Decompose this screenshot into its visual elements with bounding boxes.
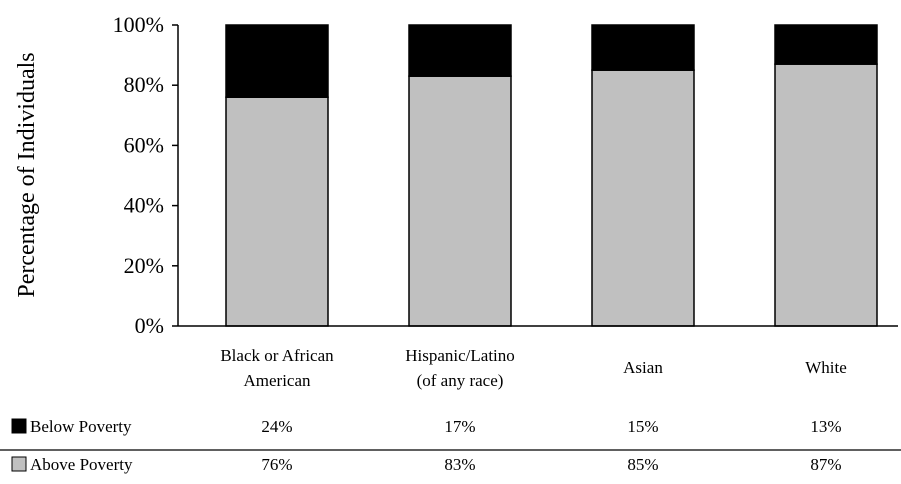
category-label: (of any race) xyxy=(417,371,504,390)
bar-segment-below-poverty xyxy=(225,24,329,98)
bars xyxy=(225,24,878,327)
table-value: 87% xyxy=(810,455,841,474)
category-label: American xyxy=(243,371,311,390)
category-labels: Black or African American Hispanic/Latino (… xyxy=(220,346,846,390)
legend-swatch xyxy=(11,418,27,434)
category-label: Black or African xyxy=(220,346,334,365)
legend-swatch xyxy=(11,456,27,472)
y-tick-label: 60% xyxy=(124,132,164,157)
table-value: 83% xyxy=(444,455,475,474)
y-tick-label: 80% xyxy=(124,72,164,97)
table-value: 15% xyxy=(627,417,658,436)
y-tick-label: 0% xyxy=(135,313,164,338)
y-axis-title: Percentage of Individuals xyxy=(14,52,40,297)
bar-segment-below-poverty xyxy=(408,24,512,77)
bar-segment-above-poverty xyxy=(225,96,329,327)
y-tick-label: 40% xyxy=(124,193,164,218)
legend-label: Above Poverty xyxy=(30,455,133,474)
legend-label: Below Poverty xyxy=(30,417,132,436)
table-value: 85% xyxy=(627,455,658,474)
bar-segment-below-poverty xyxy=(591,24,695,71)
bar-segment-above-poverty xyxy=(408,75,512,327)
y-tick-label: 20% xyxy=(124,253,164,278)
data-table: Below Poverty 24% 17% 15% 13% Above Poverty 76… xyxy=(0,417,901,474)
category-label: White xyxy=(805,358,847,377)
y-tick-label: 100% xyxy=(113,12,164,37)
bar-segment-above-poverty xyxy=(774,63,878,327)
table-value: 13% xyxy=(810,417,841,436)
y-axis-ticks: 0% 20% 40% 60% 80% 100% xyxy=(113,12,178,338)
category-label: Asian xyxy=(623,358,663,377)
bar-segment-below-poverty xyxy=(774,24,878,65)
table-value: 76% xyxy=(261,455,292,474)
category-label: Hispanic/Latino xyxy=(405,346,515,365)
table-value: 17% xyxy=(444,417,475,436)
table-value: 24% xyxy=(261,417,292,436)
bar-segment-above-poverty xyxy=(591,69,695,327)
